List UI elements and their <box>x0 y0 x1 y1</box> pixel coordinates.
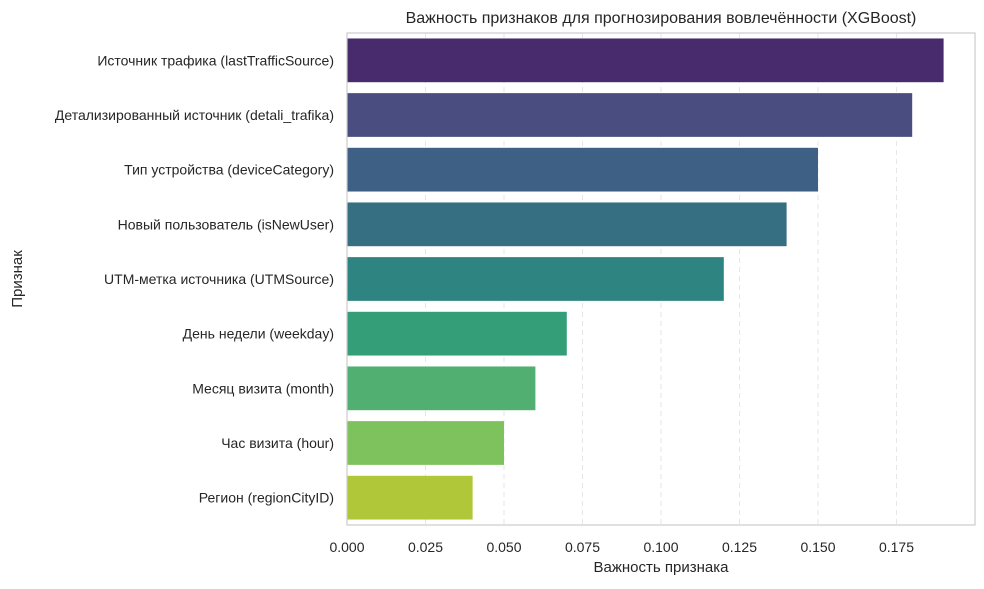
bar <box>347 421 504 465</box>
x-tick-label: 0.000 <box>329 539 364 555</box>
bar <box>347 311 567 356</box>
x-tick-label: 0.125 <box>722 539 757 555</box>
y-axis-label: Признак <box>9 250 26 308</box>
bar <box>347 202 787 247</box>
bar <box>347 147 818 192</box>
plot-frame <box>346 32 976 526</box>
y-tick-label: UTM-метка источника (UTMSource) <box>104 271 334 287</box>
x-tick-label: 0.150 <box>800 539 835 555</box>
bar <box>347 38 944 83</box>
bar <box>347 257 724 301</box>
y-tick-label: Регион (regionCityID) <box>199 490 334 506</box>
bar <box>347 93 913 137</box>
y-tick-label: Детализированный источник (detali_trafik… <box>55 107 334 123</box>
x-tick-label: 0.175 <box>879 539 914 555</box>
x-axis-label: Важность признака <box>594 559 730 576</box>
bar <box>347 366 536 411</box>
y-tick-label: Час визита (hour) <box>221 435 334 451</box>
chart-title: Важность признаков для прогнозирования в… <box>406 10 917 27</box>
y-tick-label: Источник трафика (lastTrafficSource) <box>97 52 334 68</box>
y-tick-label: Тип устройства (deviceCategory) <box>124 162 334 178</box>
y-tick-label: День недели (weekday) <box>183 326 334 342</box>
x-tick-label: 0.025 <box>408 539 443 555</box>
bar <box>347 475 473 520</box>
y-tick-label: Месяц визита (month) <box>192 380 334 396</box>
y-tick-label: Новый пользователь (isNewUser) <box>118 216 334 232</box>
x-tick-label: 0.100 <box>643 539 678 555</box>
x-tick-label: 0.050 <box>486 539 521 555</box>
x-tick-label: 0.075 <box>565 539 600 555</box>
